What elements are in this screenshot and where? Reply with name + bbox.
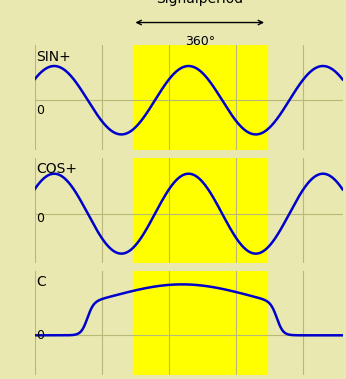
Text: 0: 0 xyxy=(36,329,44,342)
Text: 0: 0 xyxy=(36,104,44,117)
Text: C: C xyxy=(36,275,46,289)
Text: Signalperiod: Signalperiod xyxy=(156,0,243,6)
Bar xyxy=(133,158,267,263)
Bar xyxy=(133,271,267,375)
Text: 0: 0 xyxy=(36,212,44,225)
Text: SIN+: SIN+ xyxy=(36,50,71,64)
Text: COS+: COS+ xyxy=(36,162,77,176)
Text: 360°: 360° xyxy=(185,35,215,48)
Bar xyxy=(133,45,267,150)
